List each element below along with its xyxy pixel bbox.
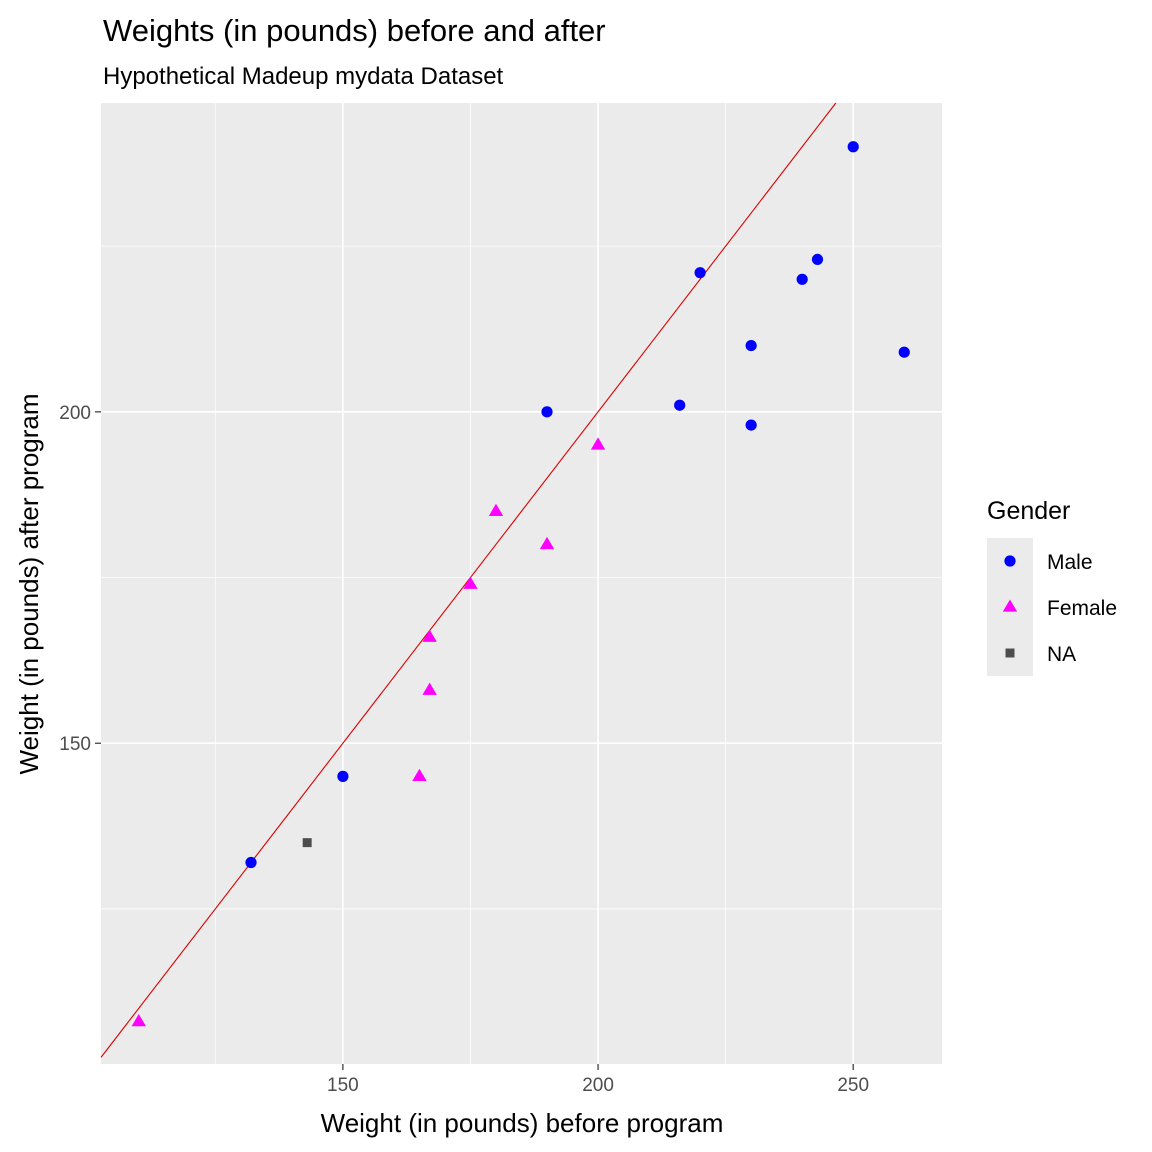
chart-subtitle: Hypothetical Madeup mydata Dataset	[103, 63, 504, 90]
data-point-male	[745, 339, 757, 352]
legend-label-na: NA	[1047, 643, 1076, 666]
legend-key-na	[1005, 648, 1015, 658]
legend-label-male: Male	[1047, 551, 1093, 574]
data-point-female	[539, 536, 555, 550]
data-point-male	[796, 273, 808, 285]
data-point-male	[245, 856, 257, 869]
legend-label-female: Female	[1047, 597, 1117, 620]
data-point-female	[131, 1014, 146, 1027]
legend-key-female	[1002, 599, 1018, 612]
data-point-na	[302, 838, 312, 848]
major-gridlines	[101, 103, 942, 1064]
chart-title: Weights (in pounds) before and after	[103, 13, 606, 48]
data-point-male	[541, 406, 553, 418]
data-point-female	[422, 629, 437, 642]
data-point-male	[811, 253, 824, 266]
x-tick-label: 200	[582, 1075, 614, 1096]
x-tick-label: 150	[327, 1075, 359, 1096]
plot-panel	[101, 103, 942, 1064]
data-point-female	[422, 682, 437, 695]
y-tick-label: 150	[59, 734, 91, 755]
legend-key-male	[1004, 555, 1016, 567]
minor-gridlines	[101, 103, 942, 1064]
legend: Gender Male Female NA	[987, 497, 1117, 676]
data-point-male	[898, 346, 910, 358]
x-axis-title: Weight (in pounds) before program	[321, 1108, 724, 1138]
x-tick-label: 250	[837, 1075, 869, 1096]
data-point-male	[745, 419, 757, 431]
data-point-male	[674, 399, 686, 411]
data-point-female	[590, 437, 606, 450]
data-point-male	[847, 141, 859, 153]
data-point-female	[412, 768, 427, 782]
data-point-female	[488, 503, 504, 516]
data-points	[131, 141, 910, 1027]
legend-title: Gender	[987, 497, 1070, 525]
data-point-male	[694, 267, 706, 279]
axis-ticks: 150 200 250 150 200	[59, 403, 869, 1096]
y-tick-label: 200	[59, 403, 91, 424]
y-axis-title: Weight (in pounds) after program	[14, 393, 44, 774]
legend-keys	[1002, 555, 1018, 658]
data-point-female	[463, 576, 478, 589]
data-point-male	[337, 770, 349, 782]
